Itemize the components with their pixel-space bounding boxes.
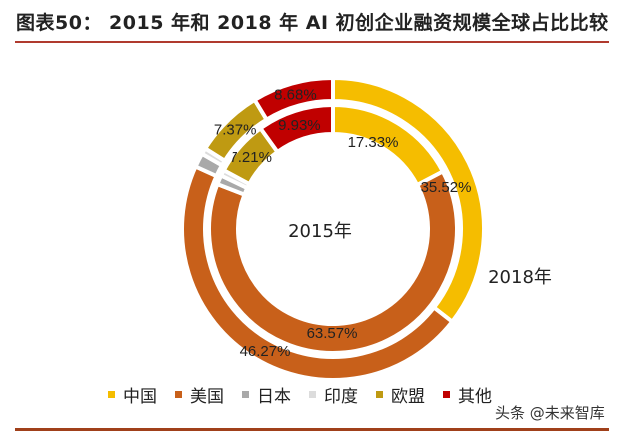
legend-swatch xyxy=(309,391,316,398)
data-label-outer-1: 46.27% xyxy=(240,343,291,360)
data-label-outer-4: 7.37% xyxy=(214,122,257,139)
legend-label: 中国 xyxy=(123,387,157,407)
watermark: 头条 @未来智库 xyxy=(495,404,605,422)
legend-label: 欧盟 xyxy=(391,387,425,407)
legend-label: 日本 xyxy=(257,387,291,407)
legend-swatch xyxy=(242,391,249,398)
legend-swatch xyxy=(175,391,182,398)
data-label-inner-1: 63.57% xyxy=(307,325,358,342)
legend-swatch xyxy=(108,391,115,398)
bottom-divider xyxy=(15,428,609,431)
chart-title: 图表50： 2015 年和 2018 年 AI 初创企业融资规模全球占比比较 xyxy=(16,12,609,34)
legend-item: 印度 xyxy=(309,382,358,407)
legend-item: 其他 xyxy=(443,382,492,407)
legend-label: 其他 xyxy=(458,387,492,407)
data-label-inner-0: 17.33% xyxy=(348,134,399,151)
slice-outer-5 xyxy=(251,75,335,123)
legend-label: 美国 xyxy=(190,387,224,407)
data-label-outer-5: 8.68% xyxy=(274,87,317,104)
slice-inner-5 xyxy=(257,102,335,155)
legend-item: 中国 xyxy=(108,382,157,407)
data-label-outer-0: 35.52% xyxy=(421,179,472,196)
legend-label: 印度 xyxy=(324,387,358,407)
legend-swatch xyxy=(376,391,383,398)
legend-item: 日本 xyxy=(242,382,291,407)
title-divider xyxy=(15,41,609,43)
legend: 中国 美国 日本 印度 欧盟 其他 xyxy=(108,382,492,407)
legend-swatch xyxy=(443,391,450,398)
data-label-inner-4: 7.21% xyxy=(229,149,272,166)
legend-item: 美国 xyxy=(175,382,224,407)
series-label-inner: 2015年 xyxy=(288,221,352,242)
data-label-inner-5: 9.93% xyxy=(278,117,321,134)
series-label-outer: 2018年 xyxy=(488,267,552,288)
slice-inner-1 xyxy=(207,168,459,355)
legend-item: 欧盟 xyxy=(376,382,425,407)
